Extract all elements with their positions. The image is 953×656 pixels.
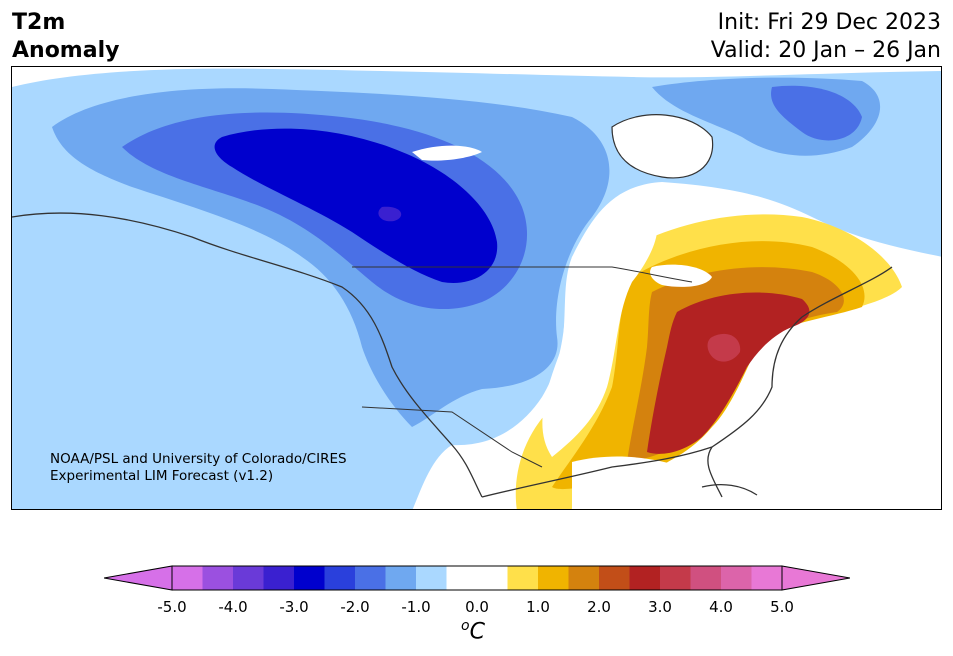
zone-cold-core-inner bbox=[378, 206, 402, 222]
credit-line-1: NOAA/PSL and University of Colorado/CIRE… bbox=[50, 451, 347, 467]
colorbar-max-extension bbox=[781, 565, 850, 591]
credit-text: NOAA/PSL and University of Colorado/CIRE… bbox=[50, 451, 347, 485]
colorbar-segment bbox=[202, 566, 234, 590]
border-us-canada bbox=[352, 266, 693, 283]
colorbar-segment bbox=[446, 566, 478, 590]
colorbar-outline bbox=[171, 565, 783, 591]
unit-celsius: C bbox=[469, 619, 485, 645]
colorbar-segment bbox=[660, 566, 691, 590]
colorbar-segment bbox=[294, 566, 325, 590]
colorbar-tick-label: -2.0 bbox=[340, 598, 370, 616]
colorbar bbox=[104, 565, 850, 591]
colorbar-tick-label: -3.0 bbox=[279, 598, 309, 616]
water-hudson-bay bbox=[612, 114, 713, 178]
colorbar-tick-label: 0.0 bbox=[465, 598, 489, 616]
forecast-dates: Init: Fri 29 Dec 2023 Valid: 20 Jan – 26… bbox=[711, 9, 941, 65]
colorbar-tick-label: 2.0 bbox=[587, 598, 611, 616]
init-date: Init: Fri 29 Dec 2023 bbox=[717, 10, 941, 35]
colorbar-tick-label: 4.0 bbox=[709, 598, 733, 616]
colorbar-segment bbox=[385, 566, 417, 590]
colorbar-segment bbox=[538, 566, 569, 590]
water-lake-north bbox=[412, 145, 482, 161]
credit-line-2: Experimental LIM Forecast (v1.2) bbox=[50, 468, 274, 484]
zone-cold-core bbox=[214, 128, 498, 283]
colorbar-min-extension bbox=[104, 565, 173, 591]
colorbar-unit: oC bbox=[461, 618, 485, 644]
colorbar-segment bbox=[477, 566, 508, 590]
colorbar-segment bbox=[263, 566, 295, 590]
colorbar-tick-label: 1.0 bbox=[526, 598, 550, 616]
zone-warm-peak bbox=[707, 333, 741, 362]
colorbar-segment bbox=[324, 566, 356, 590]
colorbar-segment bbox=[172, 566, 203, 590]
colorbar-segment bbox=[690, 566, 722, 590]
title-line-2: Anomaly bbox=[12, 38, 120, 63]
colorbar-segment bbox=[629, 566, 661, 590]
colorbar-segment bbox=[507, 566, 539, 590]
anomaly-map: NOAA/PSL and University of Colorado/CIRE… bbox=[11, 66, 942, 510]
colorbar-tick-label: -1.0 bbox=[401, 598, 431, 616]
colorbar-tick-label: -5.0 bbox=[157, 598, 187, 616]
zone-cold-dark-east bbox=[771, 85, 862, 141]
coastline-gulf bbox=[481, 446, 713, 498]
colorbar-tick-label: -4.0 bbox=[218, 598, 248, 616]
colorbar-segment bbox=[721, 566, 752, 590]
water-great-lake bbox=[650, 264, 712, 287]
coastline-west bbox=[12, 212, 483, 498]
map-title: T2m Anomaly bbox=[12, 9, 119, 65]
valid-date: Valid: 20 Jan – 26 Jan bbox=[710, 38, 941, 63]
coastline-east bbox=[707, 266, 893, 498]
colorbar-segment bbox=[233, 566, 264, 590]
coastline-cuba bbox=[701, 484, 758, 496]
border-us-mexico bbox=[361, 406, 543, 468]
title-line-1: T2m bbox=[12, 10, 66, 35]
map-canvas bbox=[12, 67, 941, 509]
colorbar-ticks: -5.0 -4.0 -3.0 -2.0 -1.0 0.0 1.0 2.0 3.0 4.0 5.0 bbox=[0, 598, 953, 618]
colorbar-segment bbox=[416, 566, 447, 590]
colorbar-tick-label: 5.0 bbox=[770, 598, 794, 616]
zone-warm-hot bbox=[647, 292, 810, 454]
colorbar-tick-label: 3.0 bbox=[648, 598, 672, 616]
colorbar-segment bbox=[568, 566, 600, 590]
colorbar-segment bbox=[355, 566, 386, 590]
coastline-hudson bbox=[611, 114, 714, 179]
colorbar-segment bbox=[599, 566, 630, 590]
unit-degree: o bbox=[461, 618, 470, 634]
colorbar-segment bbox=[751, 566, 783, 590]
water-atlantic bbox=[713, 363, 941, 509]
